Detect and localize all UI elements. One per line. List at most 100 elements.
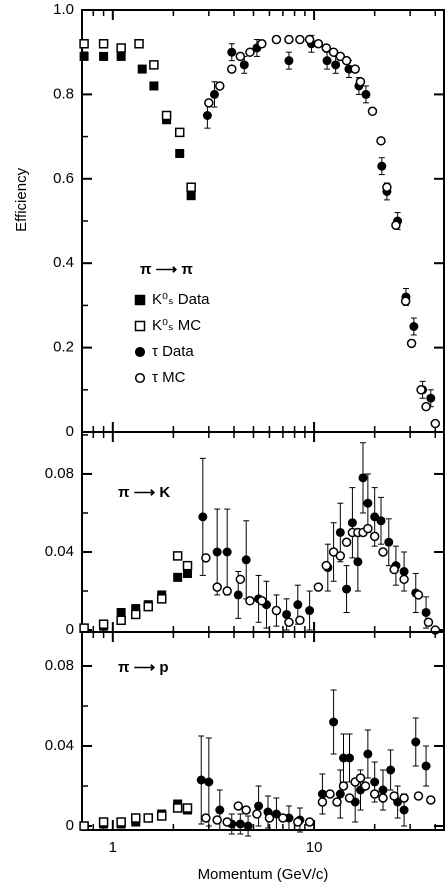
- x-axis-title: Momentum (GeV/c): [198, 866, 329, 883]
- marker: [376, 136, 386, 146]
- y-tick-label: 1.0: [53, 1, 74, 18]
- marker: [426, 795, 436, 805]
- marker: [389, 791, 399, 801]
- marker: [257, 39, 267, 49]
- marker: [79, 623, 89, 633]
- marker: [409, 322, 419, 331]
- marker: [313, 582, 324, 592]
- legend-label: τ MC: [152, 369, 186, 386]
- marker: [347, 518, 357, 528]
- marker: [386, 765, 396, 775]
- marker: [212, 547, 222, 557]
- marker: [430, 418, 441, 429]
- marker: [182, 568, 192, 578]
- marker: [345, 753, 355, 763]
- marker: [174, 127, 185, 138]
- marker: [196, 775, 206, 785]
- panel-label: π ⟶ K: [118, 484, 170, 501]
- marker: [186, 191, 196, 201]
- marker: [411, 737, 421, 747]
- y-tick-label: 0.4: [53, 254, 74, 271]
- marker: [284, 56, 294, 66]
- marker: [282, 609, 292, 619]
- marker: [79, 821, 89, 831]
- marker: [304, 34, 315, 45]
- marker: [378, 793, 388, 803]
- marker: [198, 512, 208, 522]
- marker: [161, 110, 172, 121]
- marker: [239, 60, 249, 70]
- marker: [172, 551, 183, 561]
- marker: [426, 393, 436, 403]
- marker: [241, 555, 251, 565]
- marker: [363, 498, 373, 508]
- marker: [254, 801, 264, 811]
- marker: [215, 805, 225, 815]
- marker: [399, 793, 409, 803]
- marker: [116, 607, 126, 617]
- marker: [341, 537, 352, 547]
- y-tick-label: 0.08: [45, 465, 74, 482]
- marker: [335, 551, 346, 561]
- marker: [295, 34, 305, 45]
- marker: [116, 51, 126, 61]
- marker: [257, 596, 267, 606]
- marker: [235, 819, 245, 829]
- marker: [413, 791, 424, 801]
- marker: [344, 793, 355, 803]
- marker: [328, 47, 339, 57]
- marker: [182, 803, 193, 813]
- marker: [271, 605, 282, 616]
- marker: [389, 564, 399, 575]
- marker: [363, 523, 373, 534]
- y-tick-label: 0.6: [53, 170, 74, 187]
- marker: [278, 813, 288, 823]
- marker: [245, 47, 255, 57]
- marker: [182, 560, 193, 571]
- marker: [98, 39, 109, 49]
- marker: [391, 220, 401, 230]
- marker: [341, 55, 352, 66]
- panel-label: π ⟶ π: [140, 261, 193, 278]
- legend-marker: [134, 372, 146, 384]
- marker: [130, 813, 141, 823]
- marker: [322, 56, 332, 66]
- marker: [293, 817, 303, 827]
- marker: [204, 98, 214, 108]
- marker: [143, 601, 153, 612]
- marker: [317, 797, 328, 807]
- legend-marker: [134, 346, 146, 358]
- marker: [186, 182, 196, 192]
- marker: [335, 789, 345, 799]
- marker: [335, 527, 345, 537]
- marker: [173, 572, 183, 582]
- marker: [284, 34, 294, 45]
- marker: [363, 749, 373, 759]
- legend-label: K⁰ₛ Data: [152, 291, 210, 308]
- marker: [317, 789, 327, 799]
- marker: [416, 385, 426, 395]
- marker: [367, 106, 378, 117]
- marker: [329, 717, 339, 727]
- marker: [252, 809, 262, 819]
- marker: [243, 821, 253, 831]
- marker: [421, 401, 431, 412]
- marker: [361, 89, 371, 99]
- x-tick-label: 10: [306, 839, 323, 856]
- marker: [338, 781, 349, 791]
- marker: [116, 615, 126, 626]
- marker: [233, 590, 243, 600]
- legend-marker: [134, 320, 146, 332]
- marker: [116, 817, 126, 827]
- marker: [222, 817, 232, 827]
- marker: [328, 547, 339, 557]
- marker: [355, 773, 366, 783]
- marker: [116, 43, 126, 53]
- marker: [376, 516, 386, 526]
- marker: [284, 617, 294, 627]
- marker: [360, 781, 371, 791]
- marker: [370, 777, 380, 787]
- marker: [212, 815, 222, 825]
- marker: [175, 148, 185, 158]
- marker: [358, 473, 368, 483]
